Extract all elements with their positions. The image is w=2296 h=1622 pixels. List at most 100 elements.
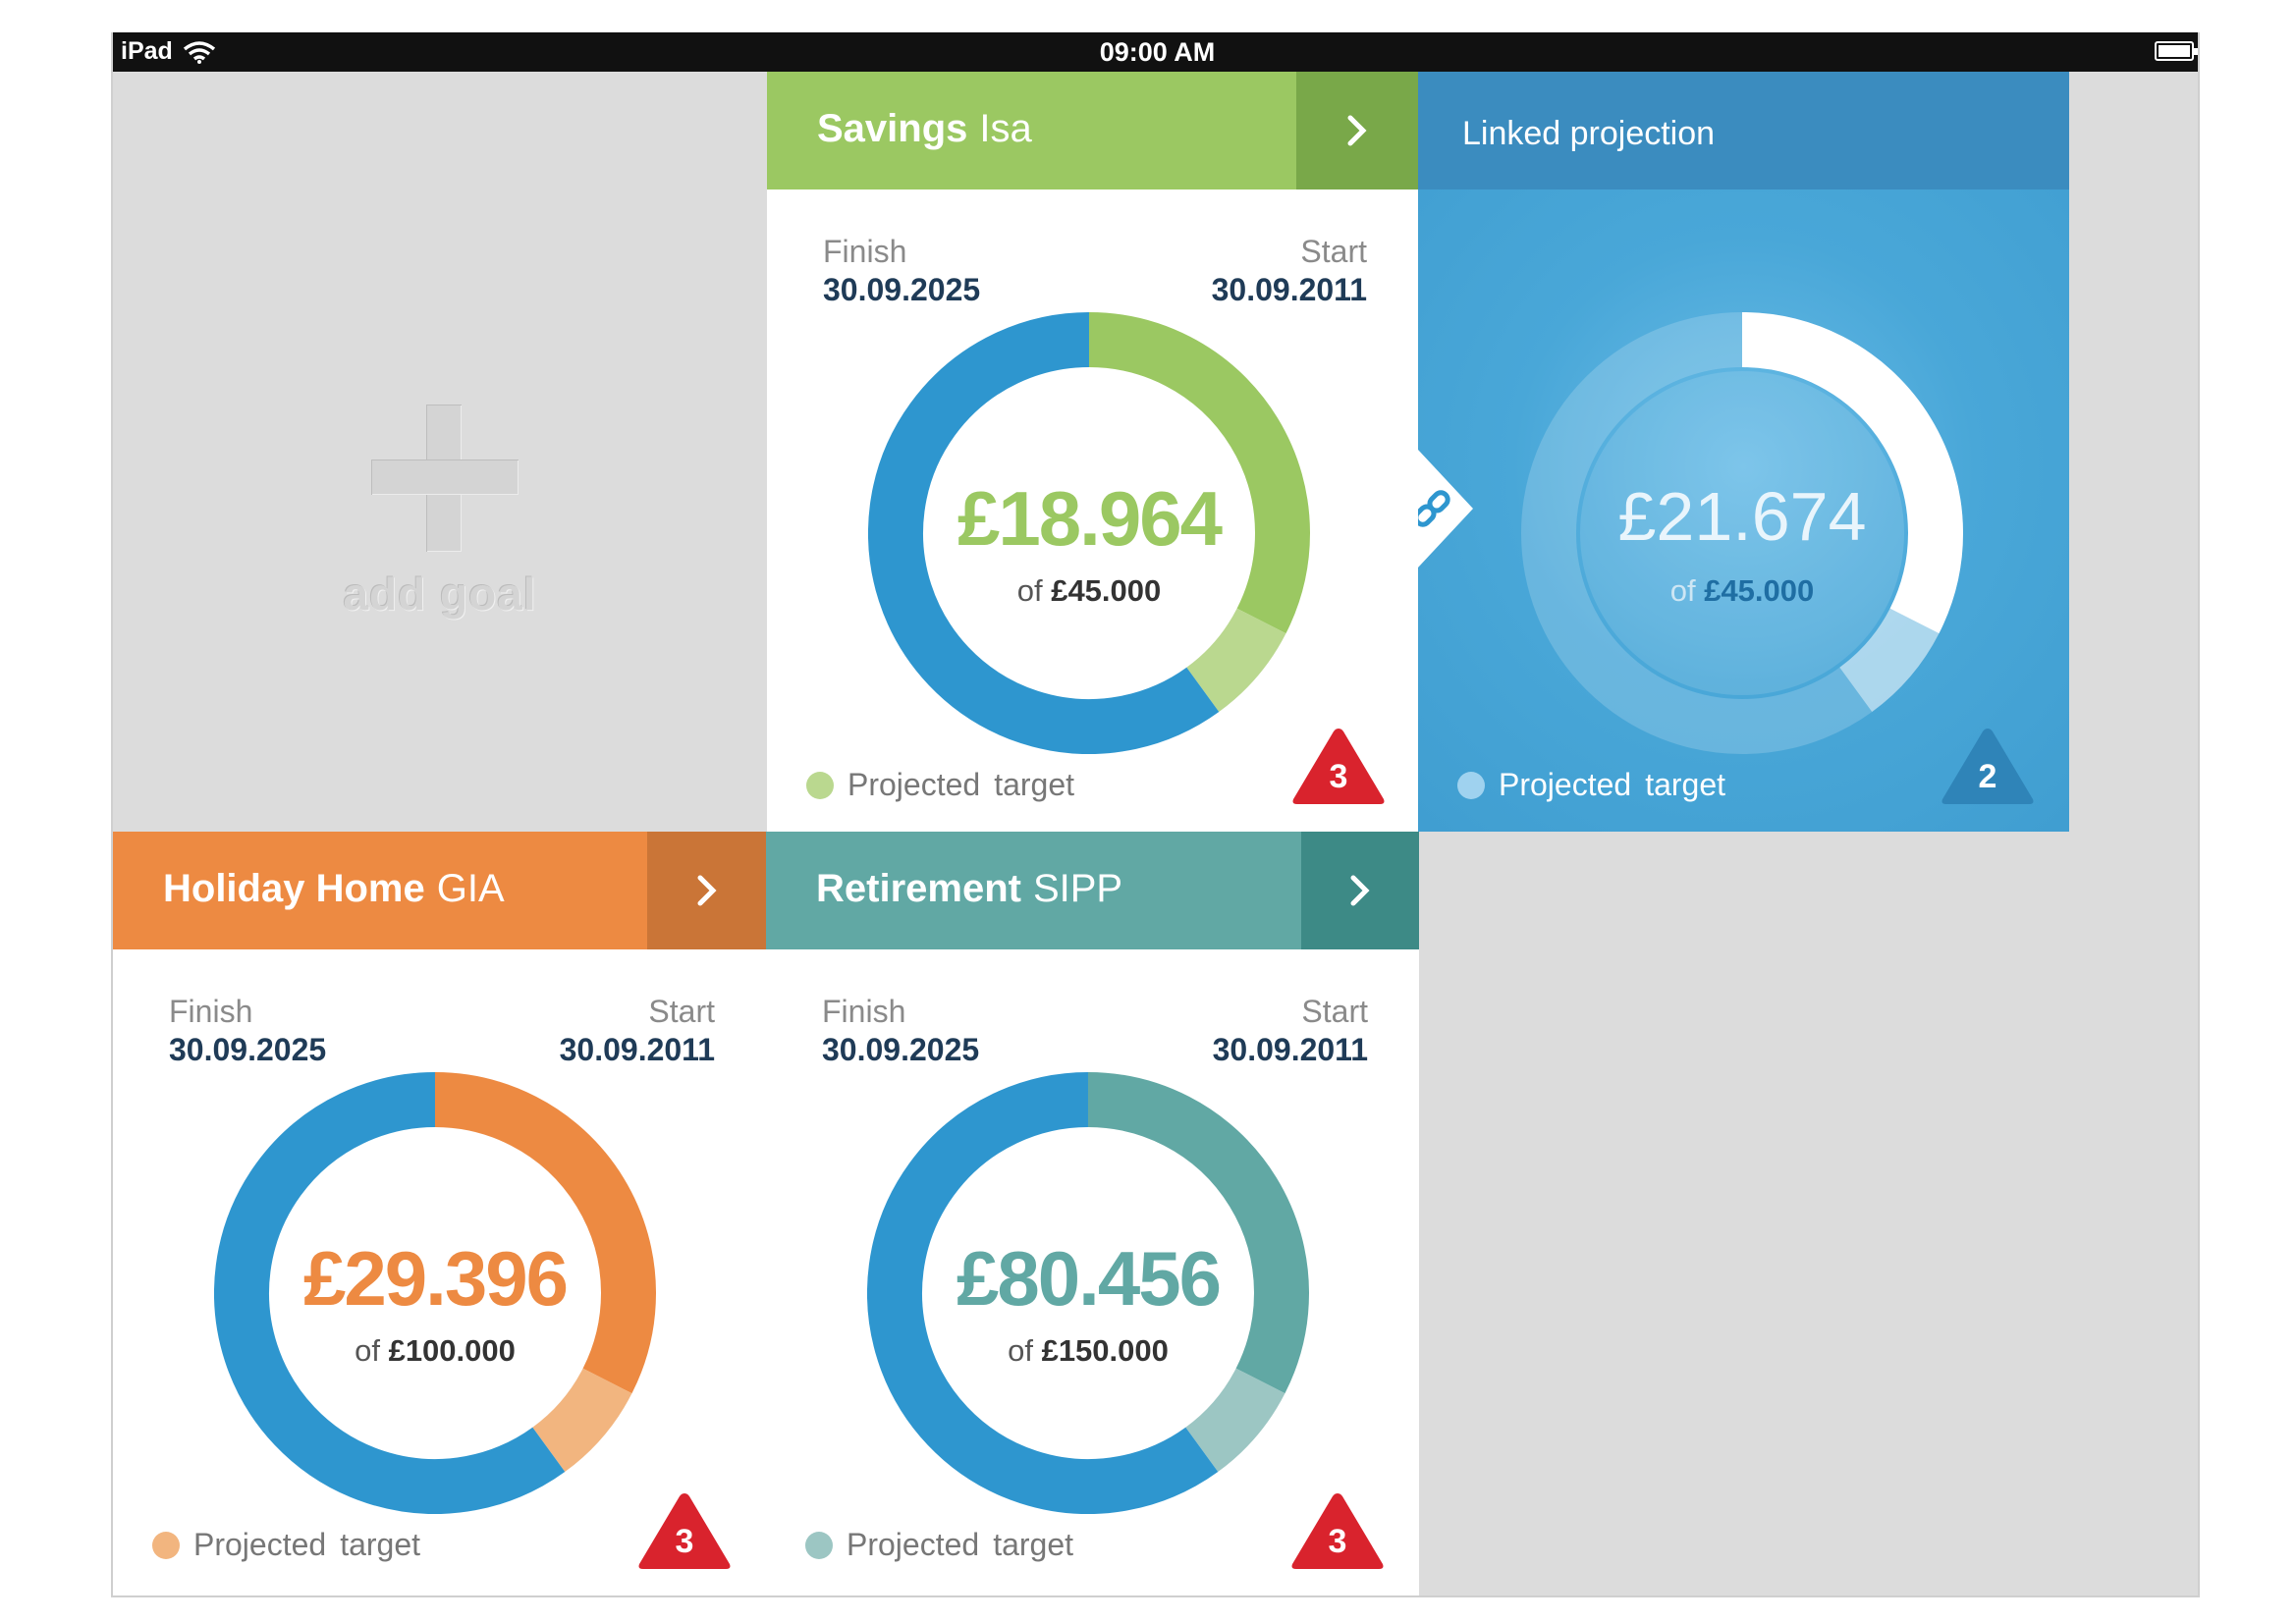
start-label: Start: [1300, 234, 1367, 269]
target-value: £100.000: [388, 1333, 516, 1368]
status-left: iPad: [121, 37, 216, 66]
goal-type: Isa: [979, 107, 1032, 150]
alert-count: 3: [1329, 758, 1348, 795]
donut-center: [269, 1127, 601, 1459]
current-amount: £18.964: [957, 475, 1223, 562]
target-value: £45.000: [1704, 573, 1815, 608]
linked-header: Linked projection: [1418, 72, 2069, 189]
linked-projection-card[interactable]: Linked projection £21.674 of £45.000 Pro…: [1418, 72, 2069, 832]
alert-count: 2: [1978, 758, 1997, 795]
goal-header[interactable]: Retirement SIPP: [766, 832, 1419, 949]
projected-segment: [531, 1368, 632, 1473]
open-goal-button[interactable]: [647, 832, 766, 949]
progress-segment: [1087, 1072, 1309, 1394]
projected-dot: [806, 771, 834, 799]
progress-segment: [434, 1072, 656, 1394]
projected-dot: [1457, 771, 1485, 799]
linked-amount: £21.674: [1617, 478, 1867, 555]
goal-card-retirement[interactable]: Retirement SIPP Finish 30.09.2025 Start 3…: [766, 832, 1419, 1595]
current-amount: £29.396: [303, 1235, 569, 1322]
device-name: iPad: [121, 37, 173, 65]
linked-title: Linked projection: [1462, 115, 1716, 152]
of-prefix: of: [1016, 573, 1043, 608]
of-prefix: of: [1008, 1333, 1033, 1368]
start-date: 30.09.2011: [1211, 272, 1367, 307]
finish-date: 30.09.2025: [822, 1032, 980, 1067]
legend: Projected target: [805, 1527, 1073, 1563]
start-label: Start: [1301, 994, 1368, 1029]
battery-icon: [2155, 41, 2198, 61]
alert-badge[interactable]: 3: [1288, 1489, 1387, 1572]
open-goal-button[interactable]: [1296, 72, 1418, 189]
start-label: Start: [648, 994, 715, 1029]
progress-segment: [1741, 312, 1963, 634]
plus-icon: [371, 405, 519, 552]
goal-type: GIA: [436, 867, 505, 910]
legend-projected: Projected: [193, 1527, 327, 1562]
of-prefix: of: [1669, 573, 1696, 608]
legend-target: target: [993, 1527, 1074, 1562]
projected-dot: [805, 1531, 833, 1559]
finish-date: 30.09.2025: [823, 272, 981, 307]
finish-label: Finish: [822, 994, 906, 1029]
open-goal-button[interactable]: [1301, 832, 1419, 949]
goal-header[interactable]: Savings Isa: [767, 72, 1418, 189]
goal-card-holiday-home[interactable]: Holiday Home GIA Finish 30.09.2025 Start …: [113, 832, 766, 1595]
donut-center: [1580, 371, 1904, 695]
legend-target: target: [994, 767, 1075, 802]
linked-target: of £45.000: [1521, 573, 1963, 609]
finish-label: Finish: [169, 994, 253, 1029]
legend-projected: Projected: [847, 767, 981, 802]
goal-name: Savings: [817, 107, 968, 150]
donut-center: [922, 1127, 1254, 1459]
alert-badge[interactable]: 3: [635, 1489, 734, 1572]
add-goal-label: add goal: [343, 568, 537, 620]
current-amount: £80.456: [957, 1235, 1222, 1322]
chevron-right-icon: [1350, 875, 1370, 906]
goal-title: Savings Isa: [817, 107, 1032, 151]
start-date: 30.09.2011: [1212, 1032, 1368, 1067]
remaining-segment: [214, 1072, 566, 1514]
alert-count: 3: [1328, 1523, 1347, 1560]
finish-label: Finish: [823, 234, 907, 269]
status-bar: iPad 09:00 AM: [113, 32, 2198, 72]
link-connector[interactable]: [1418, 450, 1477, 568]
projected-dot: [152, 1531, 180, 1559]
target-value: £150.000: [1041, 1333, 1169, 1368]
progress-donut: [214, 1072, 656, 1514]
goal-title: Retirement SIPP: [816, 867, 1122, 911]
goal-title: Holiday Home GIA: [163, 867, 505, 911]
goal-type: SIPP: [1032, 867, 1123, 910]
alert-badge[interactable]: 2: [1939, 725, 2037, 807]
legend-target: target: [340, 1527, 421, 1562]
target-amount: of £45.000: [868, 573, 1310, 609]
target-amount: of £150.000: [867, 1333, 1309, 1369]
alert-triangle-icon: [1291, 1493, 1384, 1569]
goal-name: Holiday Home: [163, 867, 425, 910]
alert-triangle-icon: [638, 1493, 731, 1569]
chevron-right-icon: [1347, 115, 1367, 146]
target-value: £45.000: [1051, 573, 1162, 608]
donut-center: [923, 367, 1255, 699]
alert-triangle-icon: [1941, 729, 2034, 804]
legend: Projected target: [1457, 767, 1725, 803]
start-date: 30.09.2011: [559, 1032, 715, 1067]
legend-target: target: [1645, 767, 1726, 802]
legend-projected: Projected: [847, 1527, 980, 1562]
alert-count: 3: [675, 1523, 694, 1560]
goal-header[interactable]: Holiday Home GIA: [113, 832, 766, 949]
chevron-right-icon: [697, 875, 717, 906]
remaining-segment: [868, 312, 1220, 754]
finish-date: 30.09.2025: [169, 1032, 327, 1067]
progress-segment: [1088, 312, 1310, 634]
wifi-icon: [183, 40, 215, 64]
projected-segment: [1838, 608, 1940, 713]
legend-projected: Projected: [1499, 767, 1632, 802]
alert-badge[interactable]: 3: [1289, 725, 1388, 807]
add-goal-tile[interactable]: add goal: [113, 72, 767, 832]
legend: Projected target: [152, 1527, 420, 1563]
progress-donut: [867, 1072, 1309, 1514]
goal-card-savings[interactable]: Savings Isa Finish 30.09.2025 Start 30.09…: [767, 72, 1418, 832]
status-time: 09:00 AM: [1099, 37, 1216, 67]
legend: Projected target: [806, 767, 1074, 803]
